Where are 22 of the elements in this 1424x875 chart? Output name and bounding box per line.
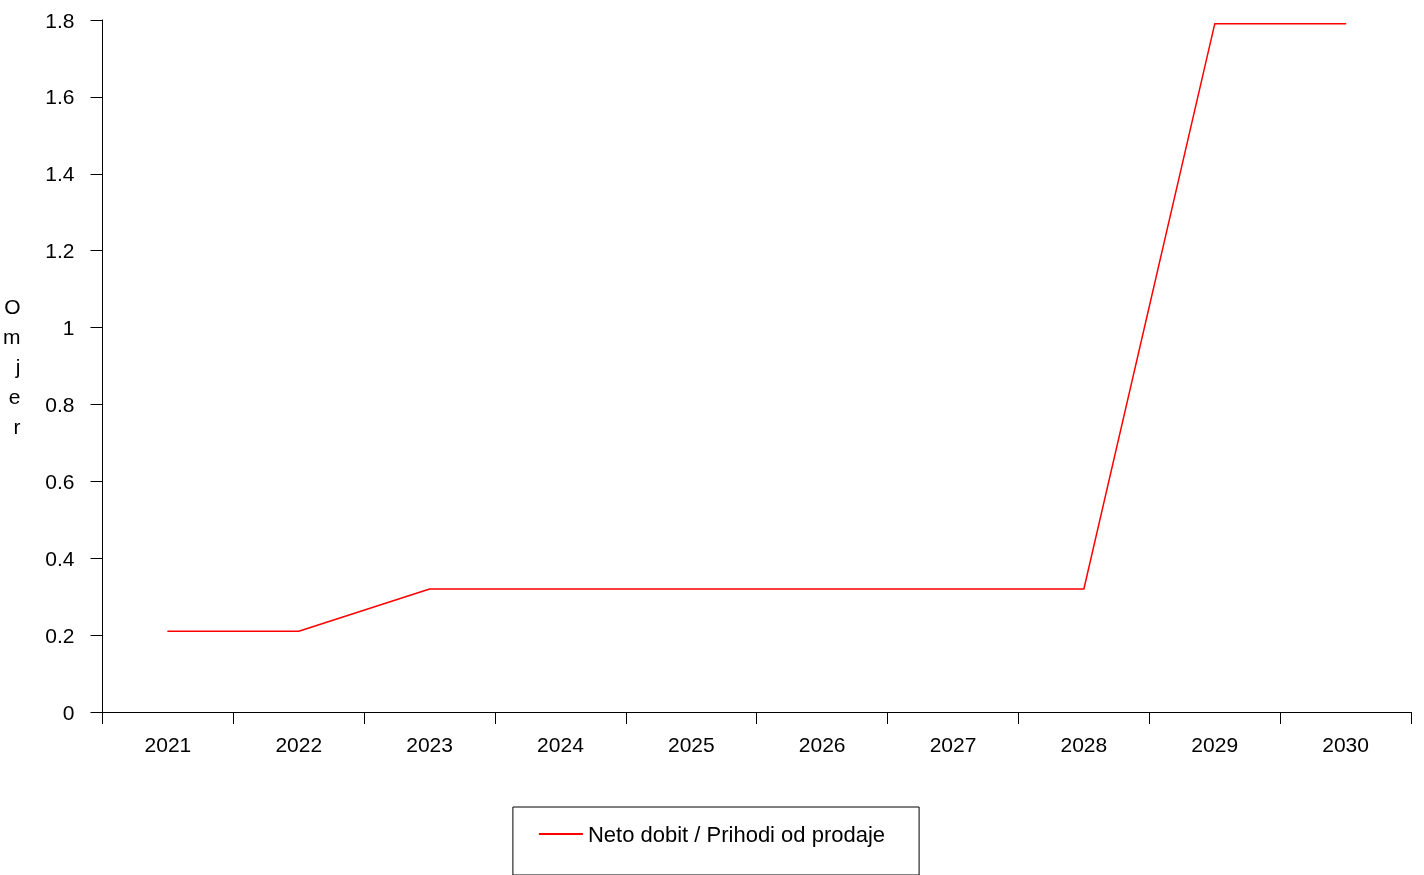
x-tick-label: 2029 [1191, 733, 1239, 756]
y-tick-label: 1.8 [45, 8, 75, 32]
y-tick-label: 0.4 [45, 546, 75, 570]
y-tick-label: 1 [62, 316, 75, 340]
y-tick-label: 1.4 [45, 162, 75, 186]
y-tick-label: 1.2 [45, 239, 75, 263]
x-tick-label: 2024 [537, 733, 585, 756]
x-tick-label: 2023 [406, 733, 453, 756]
legend-label: Neto dobit / Prihodi od prodaje [587, 821, 886, 847]
x-tick-label: 2030 [1322, 733, 1369, 756]
y-tick-label: 0.2 [45, 623, 75, 647]
y-axis-title: Omjer [2, 294, 21, 438]
x-tick-label: 2028 [1060, 733, 1108, 756]
y-tick-label: 1.6 [45, 85, 75, 109]
x-tick-label: 2025 [667, 733, 715, 756]
x-tick-label: 2021 [144, 733, 192, 756]
x-tick-label: 2026 [798, 733, 846, 756]
x-tick-label: 2027 [929, 733, 977, 756]
y-tick-label: 0.6 [45, 469, 75, 493]
y-tick-label: 0 [62, 700, 75, 724]
x-tick-label: 2022 [275, 733, 323, 756]
y-tick-label: 0.8 [45, 392, 75, 416]
